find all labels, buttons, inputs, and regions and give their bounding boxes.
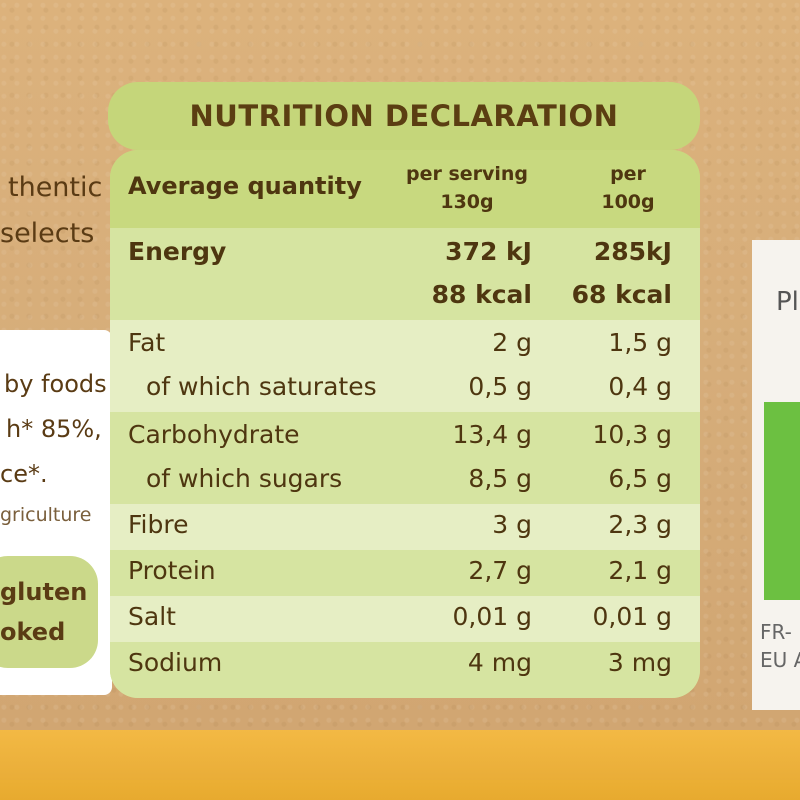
header-label: Average quantity <box>128 172 362 200</box>
header-per-serving-line2: 130g <box>440 191 494 213</box>
row-value-100g: 68 kcal <box>571 280 672 309</box>
header-per-100g-line1: per <box>610 163 646 185</box>
row-value-serving: 3 g <box>492 510 532 539</box>
table-row-fibre: Fibre 3 g 2,3 g <box>110 504 700 550</box>
row-label: of which sugars <box>146 464 343 493</box>
right-text-line: EU A <box>760 648 800 672</box>
row-value-100g: 10,3 g <box>592 420 672 449</box>
gluten-badge <box>0 556 98 668</box>
right-text-top: Pl <box>776 287 799 317</box>
row-label: Energy <box>128 237 227 266</box>
header-per-100g: per 100g <box>578 160 678 216</box>
row-value-100g: 0,01 g <box>592 602 672 631</box>
row-value-100g: 2,1 g <box>608 556 672 585</box>
row-value-serving: 2,7 g <box>468 556 532 585</box>
left-text-line: selects <box>0 218 95 249</box>
organic-logo-fragment <box>764 402 800 600</box>
gluten-line: oked <box>0 618 66 646</box>
table-row-carbohydrate: Carbohydrate 13,4 g 10,3 g of which suga… <box>110 412 700 504</box>
row-value-100g: 1,5 g <box>608 328 672 357</box>
left-text-line: by foods <box>4 370 107 398</box>
row-value-100g: 6,5 g <box>608 464 672 493</box>
row-label: Salt <box>128 602 176 631</box>
left-agriculture-text: griculture <box>0 504 92 526</box>
row-value-serving: 2 g <box>492 328 532 357</box>
right-certification-text: FR- EU A <box>760 618 800 674</box>
row-value-serving: 372 kJ <box>445 237 532 266</box>
header-per-serving: per serving 130g <box>397 160 537 216</box>
table-row-salt: Salt 0,01 g 0,01 g <box>110 596 700 642</box>
left-text-line: h* 85%, <box>6 415 102 443</box>
table-header-row: Average quantity per serving 130g per 10… <box>110 150 700 228</box>
row-label: Fibre <box>128 510 189 539</box>
table-row-energy: Energy 372 kJ 285kJ 88 kcal 68 kcal <box>110 228 700 320</box>
right-text-line: FR- <box>760 620 792 644</box>
table-row-sodium: Sodium 4 mg 3 mg <box>110 642 700 698</box>
nutrition-table: Average quantity per serving 130g per 10… <box>110 150 700 698</box>
row-value-100g: 285kJ <box>593 237 672 266</box>
puree-surface <box>0 730 800 780</box>
gluten-line: gluten <box>0 578 88 606</box>
left-text-line: ce*. <box>0 460 48 488</box>
nutrition-title-pill <box>108 82 700 150</box>
left-text-line: thentic <box>8 172 103 203</box>
left-ingredients-text: by foods h* 85%, ce*. <box>0 362 107 497</box>
table-row-fat: Fat 2 g 1,5 g of which saturates 0,5 g 0… <box>110 320 700 412</box>
row-value-serving: 0,01 g <box>452 602 532 631</box>
puree-contents <box>0 730 800 800</box>
row-label: of which saturates <box>146 372 377 401</box>
row-value-serving: 8,5 g <box>468 464 532 493</box>
row-value-serving: 0,5 g <box>468 372 532 401</box>
row-value-100g: 0,4 g <box>608 372 672 401</box>
row-label: Fat <box>128 328 166 357</box>
row-value-100g: 2,3 g <box>608 510 672 539</box>
header-per-100g-line2: 100g <box>601 191 655 213</box>
row-value-100g: 3 mg <box>607 648 672 677</box>
gluten-badge-text: gluten oked <box>0 572 87 652</box>
row-label: Carbohydrate <box>128 420 300 449</box>
row-label: Protein <box>128 556 216 585</box>
left-text-top: thentic selects <box>0 165 102 257</box>
header-per-serving-line1: per serving <box>405 163 529 185</box>
table-row-protein: Protein 2,7 g 2,1 g <box>110 550 700 596</box>
row-value-serving: 88 kcal <box>431 280 532 309</box>
row-label: Sodium <box>128 648 223 677</box>
row-value-serving: 13,4 g <box>452 420 532 449</box>
row-value-serving: 4 mg <box>467 648 532 677</box>
nutrition-title: NUTRITION DECLARATION <box>189 99 619 133</box>
